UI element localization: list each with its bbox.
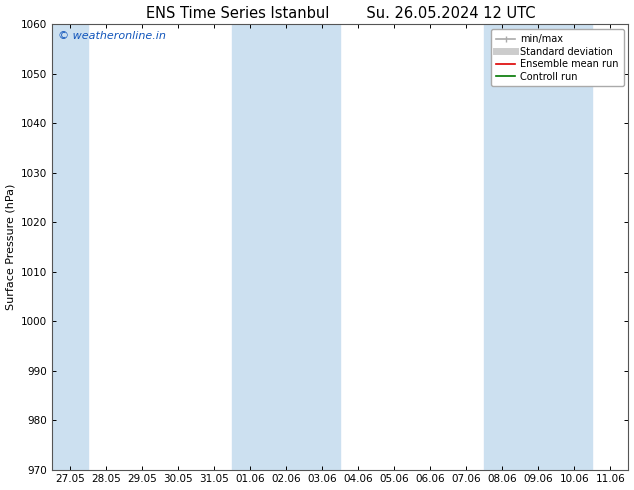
Title: ENS Time Series Istanbul        Su. 26.05.2024 12 UTC: ENS Time Series Istanbul Su. 26.05.2024 … [146, 5, 535, 21]
Bar [52, 24, 88, 469]
Legend: min/max, Standard deviation, Ensemble mean run, Controll run: min/max, Standard deviation, Ensemble me… [491, 29, 624, 86]
Text: © weatheronline.in: © weatheronline.in [58, 31, 166, 41]
Bar [232, 24, 340, 469]
Bar [484, 24, 592, 469]
Y-axis label: Surface Pressure (hPa): Surface Pressure (hPa) [6, 184, 16, 310]
